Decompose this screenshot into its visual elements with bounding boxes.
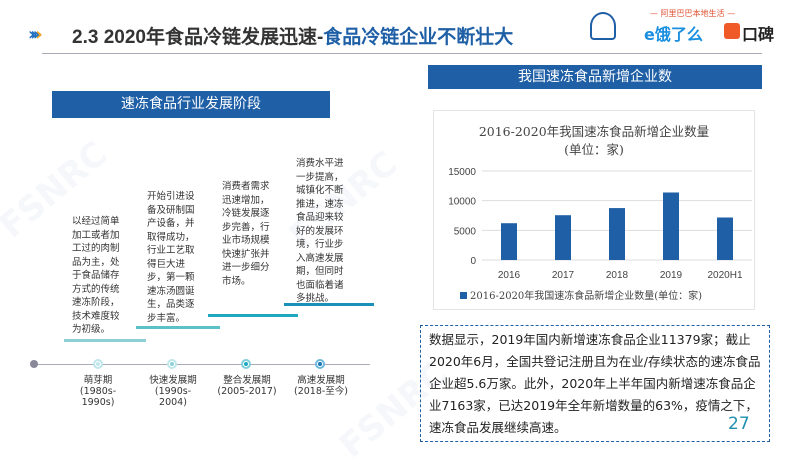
stage-label: 萌芽期 (1980s-1990s) <box>79 375 117 408</box>
legend-label: 2016-2020年我国速冻食品新增企业数量(单位：家) <box>470 289 702 302</box>
bar <box>663 192 679 260</box>
y-tick-label: 5000 <box>454 226 477 237</box>
divider <box>42 53 762 54</box>
chart-heading: 我国速冻食品新增企业数 <box>428 65 762 89</box>
page-number: 27 <box>728 414 750 434</box>
page-title: 2.3 2020年食品冷链发展迅速-食品冷链企业不断壮大 <box>72 27 514 48</box>
legend-swatch <box>460 292 467 299</box>
timeline-start-dot <box>30 360 38 368</box>
timeline-node <box>93 359 103 369</box>
chart-title: 2016-2020年我国速冻食品新增企业数量 <box>478 124 710 139</box>
bar <box>555 215 571 260</box>
timeline-axis <box>35 364 370 365</box>
logo-tagline: — 阿里巴巴本地生活 — <box>650 9 736 18</box>
step-bar <box>284 303 374 306</box>
bar <box>717 217 733 260</box>
step-bar <box>64 339 146 342</box>
stage-description: 消费水平进一步提高，城镇化不断推进，速冻食品迎来较好的发展环境，行业步入高速发展… <box>296 158 344 304</box>
eleme-logo: e饿了么 <box>644 25 703 44</box>
timeline-node <box>315 359 325 369</box>
x-tick-label: 2018 <box>606 270 629 281</box>
timeline-node <box>167 359 177 369</box>
koubei-logo: 口碑 <box>742 25 775 44</box>
stages-heading: 速冻食品行业发展阶段 <box>52 91 330 118</box>
y-tick-label: 0 <box>470 256 476 267</box>
x-tick-label: 2017 <box>552 270 575 281</box>
stage-description: 以经过简单加工或者加工过的肉制品为主，处于食品储存方式的传统速冻阶段，技术难度较… <box>72 216 120 335</box>
institute-logo <box>590 12 616 40</box>
stage-description: 消费者需求迅速增加，冷链发展逐步完善，行业市场规模快速扩张并进一步细分市场。 <box>222 181 270 287</box>
y-tick-label: 10000 <box>448 197 476 208</box>
koubei-icon <box>724 23 740 39</box>
stage-label: 高速发展期 (2018-至今) <box>293 375 349 397</box>
stage-description: 开始引进设备及研制国产设备，并取得成功，行业工艺取得巨大进步，第一颗速冻汤圆诞生… <box>147 191 195 324</box>
chart-plot: 0 5000 10000 15000 2016 2017 2018 2019 2020H1 201… <box>448 167 752 302</box>
stage-label: 整合发展期 (2005-2017) <box>217 375 277 397</box>
chevrons-icon: ›››› <box>28 24 44 45</box>
timeline-node <box>241 359 251 369</box>
step-bar <box>136 326 220 329</box>
x-tick-label: 2016 <box>498 270 521 281</box>
chart-subtitle: (单位：家) <box>564 142 624 157</box>
stage-label: 快速发展期 (1990s-2004) <box>149 375 197 408</box>
x-tick-label: 2020H1 <box>707 270 742 281</box>
logos: — 阿里巴巴本地生活 — e饿了么 口碑 <box>590 8 790 48</box>
bar <box>501 223 517 260</box>
x-tick-label: 2019 <box>660 270 683 281</box>
step-bar <box>208 314 298 317</box>
y-tick-label: 15000 <box>448 167 476 178</box>
bar <box>609 208 625 260</box>
bar-chart: 2016-2020年我国速冻食品新增企业数量 (单位：家) 0 5000 10000… <box>433 110 755 310</box>
info-text: 数据显示，2019年国内新增速冻食品企业11379家；截止2020年6月，全国共… <box>420 325 770 442</box>
